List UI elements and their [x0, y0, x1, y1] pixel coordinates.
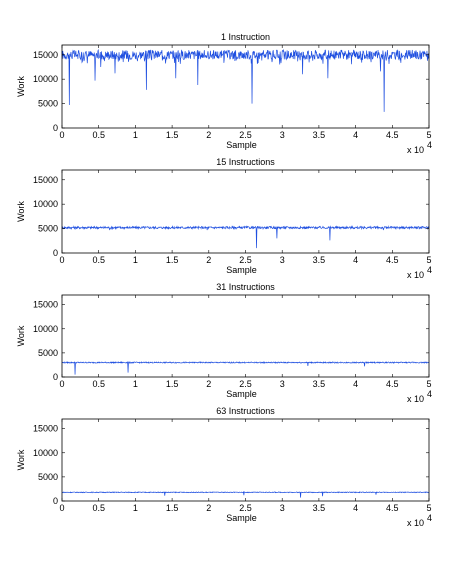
x-multiplier-label: x 10: [407, 145, 424, 155]
x-tick-label: 0.5: [92, 130, 105, 140]
y-tick-label: 10000: [33, 199, 58, 209]
x-tick-label: 1.5: [166, 255, 179, 265]
x-tick-label: 5: [426, 503, 431, 513]
x-tick-label: 3.5: [313, 379, 326, 389]
x-axis-label: Sample: [226, 140, 257, 150]
series-line: [61, 48, 430, 112]
chart-title: 1 Instruction: [221, 32, 270, 42]
x-tick-label: 2: [206, 379, 211, 389]
plot-frame: [61, 294, 430, 378]
x-tick-label: 4: [353, 503, 358, 513]
y-axis-label: Work: [16, 201, 26, 222]
series-line: [61, 490, 430, 498]
x-tick-label: 1: [133, 503, 138, 513]
x-tick-label: 0: [59, 503, 64, 513]
series-line: [61, 361, 430, 375]
x-tick-label: 4: [353, 379, 358, 389]
y-tick-label: 10000: [33, 74, 58, 84]
x-tick-label: 4.5: [386, 503, 399, 513]
x-axis-label: Sample: [226, 513, 257, 523]
x-tick-label: 5: [426, 379, 431, 389]
y-tick-label: 15000: [33, 175, 58, 185]
x-tick-label: 2.5: [239, 255, 252, 265]
x-axis-label: Sample: [226, 389, 257, 399]
y-tick-label: 15000: [33, 424, 58, 434]
x-tick-label: 2.5: [239, 379, 252, 389]
y-tick-label: 10000: [33, 448, 58, 458]
chart-panel-2: 15 Instructions 0 0.5 1 1.5 2 2.5 3 3.5 4 4.5 5 0 500…: [16, 157, 432, 280]
x-multiplier-exponent: 4: [427, 265, 432, 275]
x-tick-label: 2.5: [239, 130, 252, 140]
x-tick-label: 2: [206, 503, 211, 513]
chart-panel-3: 31 Instructions 0 0.5 1 1.5 2 2.5 3 3.5 4 4.5 5 0 500…: [16, 282, 432, 404]
x-tick-label: 1: [133, 130, 138, 140]
x-multiplier-label: x 10: [407, 270, 424, 280]
y-tick-label: 5000: [38, 348, 58, 358]
x-tick-label: 3: [280, 130, 285, 140]
y-tick-label: 0: [53, 496, 58, 506]
x-multiplier-label: x 10: [407, 518, 424, 528]
x-multiplier-label: x 10: [407, 394, 424, 404]
x-tick-label: 3: [280, 503, 285, 513]
y-tick-label: 5000: [38, 224, 58, 234]
x-tick-label: 3.5: [313, 503, 326, 513]
x-tick-label: 2: [206, 130, 211, 140]
y-tick-label: 5000: [38, 472, 58, 482]
y-tick-label: 15000: [33, 50, 58, 60]
x-tick-label: 0: [59, 255, 64, 265]
x-tick-label: 0: [59, 379, 64, 389]
x-tick-label: 3.5: [313, 255, 326, 265]
x-tick-label: 1: [133, 255, 138, 265]
x-tick-label: 3: [280, 379, 285, 389]
x-tick-label: 0: [59, 130, 64, 140]
chart-title: 63 Instructions: [216, 406, 275, 416]
series-line: [61, 225, 430, 249]
x-tick-label: 5: [426, 130, 431, 140]
x-tick-label: 4.5: [386, 379, 399, 389]
y-tick-label: 10000: [33, 324, 58, 334]
y-tick-label: 0: [53, 123, 58, 133]
x-tick-label: 4.5: [386, 255, 399, 265]
x-tick-label: 0.5: [92, 379, 105, 389]
x-multiplier-exponent: 4: [427, 140, 432, 150]
x-tick-label: 1.5: [166, 503, 179, 513]
y-axis-label: Work: [16, 449, 26, 470]
x-tick-label: 2.5: [239, 503, 252, 513]
x-axis-label: Sample: [226, 265, 257, 275]
x-tick-label: 0.5: [92, 503, 105, 513]
x-tick-label: 4: [353, 130, 358, 140]
x-tick-label: 3.5: [313, 130, 326, 140]
x-tick-label: 1.5: [166, 379, 179, 389]
x-tick-label: 0.5: [92, 255, 105, 265]
x-tick-label: 3: [280, 255, 285, 265]
x-multiplier-exponent: 4: [427, 389, 432, 399]
chart-title: 31 Instructions: [216, 282, 275, 292]
chart-panel-1: 1 Instruction 0 0.5 1 1.5 2 2.5 3 3.5 4 4.5 5 0 5000 1…: [16, 32, 432, 155]
x-tick-label: 4: [353, 255, 358, 265]
y-axis-label: Work: [16, 325, 26, 346]
chart-title: 15 Instructions: [216, 157, 275, 167]
x-tick-label: 1.5: [166, 130, 179, 140]
y-axis-label: Work: [16, 76, 26, 97]
x-tick-label: 4.5: [386, 130, 399, 140]
x-tick-label: 1: [133, 379, 138, 389]
x-multiplier-exponent: 4: [427, 513, 432, 523]
x-tick-label: 5: [426, 255, 431, 265]
x-tick-label: 2: [206, 255, 211, 265]
y-tick-label: 15000: [33, 300, 58, 310]
plot-frame: [61, 169, 430, 254]
y-tick-label: 5000: [38, 99, 58, 109]
chart-panel-4: 63 Instructions 0 0.5 1 1.5 2 2.5 3 3.5 4 4.5 5 0 500…: [16, 406, 432, 528]
plot-frame: [61, 418, 430, 502]
y-tick-label: 0: [53, 248, 58, 258]
y-tick-label: 0: [53, 372, 58, 382]
